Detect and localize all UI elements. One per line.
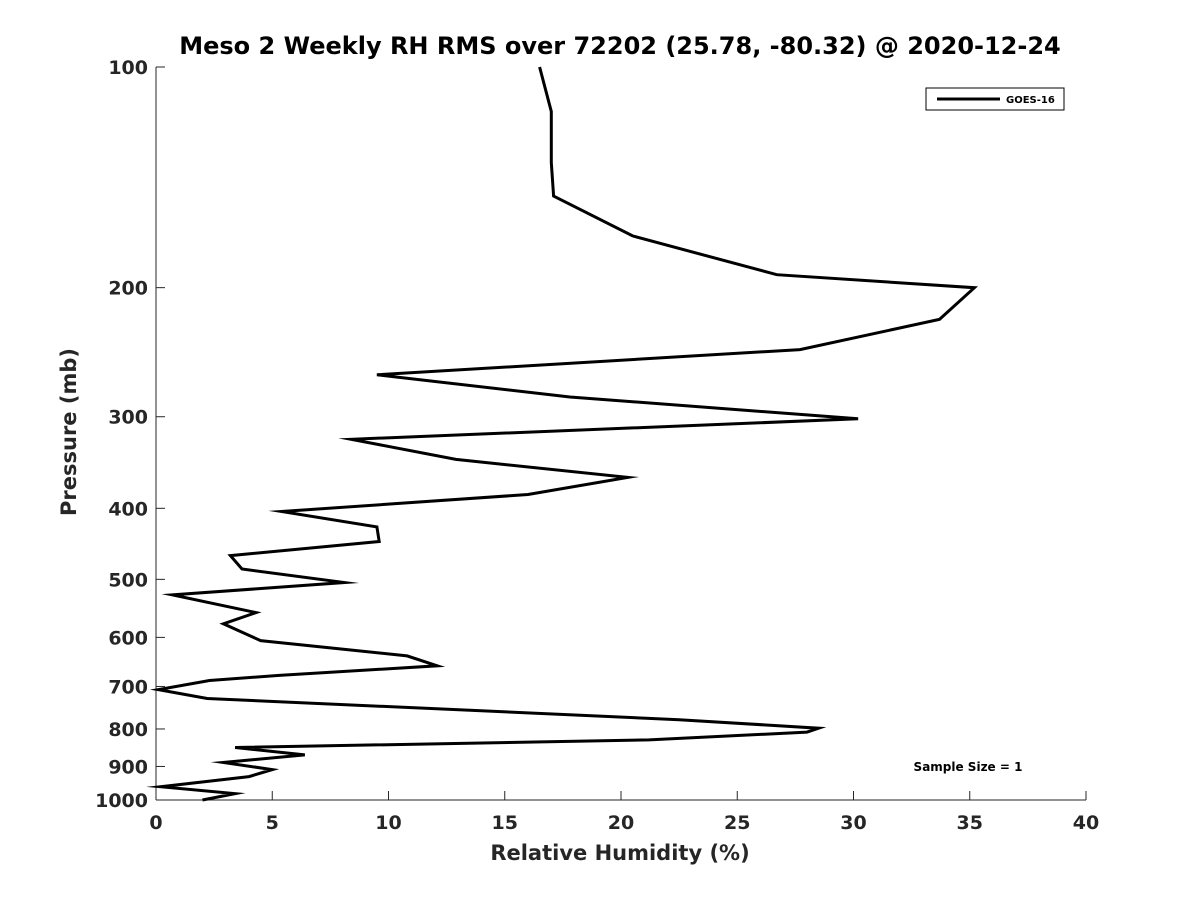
x-tick-label: 10 [375, 812, 401, 834]
y-tick-label: 900 [108, 756, 148, 778]
x-tick-label: 30 [840, 812, 866, 834]
y-axis: 100 200 300 400 500 600 700 800 900 1000 [95, 57, 165, 812]
x-tick-label: 20 [608, 812, 634, 834]
y-tick-label: 1000 [95, 790, 148, 812]
y-axis-label: Pressure (mb) [57, 348, 81, 516]
chart-title: Meso 2 Weekly RH RMS over 72202 (25.78, … [179, 32, 1061, 60]
x-tick-label: 25 [724, 812, 750, 834]
y-tick-label: 100 [108, 57, 148, 79]
y-tick-label: 600 [108, 627, 148, 649]
x-tick-label: 5 [266, 812, 279, 834]
y-tick-label: 700 [108, 676, 148, 698]
x-axis: 0 5 10 15 20 25 30 35 40 [149, 791, 1099, 834]
x-axis-label: Relative Humidity (%) [490, 841, 749, 865]
y-tick-label: 500 [108, 569, 148, 591]
y-tick-label: 200 [108, 278, 148, 300]
x-tick-label: 0 [149, 812, 162, 834]
series-line-goes-16 [146, 66, 979, 802]
x-tick-label: 35 [957, 812, 983, 834]
series-layer [146, 66, 979, 802]
y-tick-label: 400 [108, 498, 148, 520]
sample-size-annotation: Sample Size = 1 [914, 760, 1023, 774]
legend: GOES-16 [925, 87, 1065, 111]
x-tick-label: 15 [492, 812, 518, 834]
y-tick-label: 800 [108, 719, 148, 741]
x-tick-label: 40 [1073, 812, 1099, 834]
legend-label-goes16: GOES-16 [1006, 95, 1055, 106]
y-tick-label: 300 [108, 407, 148, 429]
